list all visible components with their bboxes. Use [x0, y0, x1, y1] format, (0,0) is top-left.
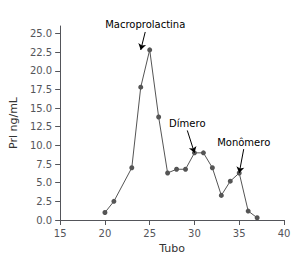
svg-text:Tubo: Tubo	[158, 242, 185, 255]
svg-text:15: 15	[54, 228, 67, 239]
svg-text:20.0: 20.0	[30, 65, 52, 76]
svg-text:30: 30	[188, 228, 201, 239]
svg-text:2.5: 2.5	[36, 196, 52, 207]
svg-text:Prl ng/mL: Prl ng/mL	[7, 96, 20, 149]
svg-text:7.5: 7.5	[36, 159, 52, 170]
svg-text:25.0: 25.0	[30, 28, 52, 39]
svg-text:25: 25	[143, 228, 156, 239]
svg-text:0.0: 0.0	[36, 215, 52, 226]
svg-text:40: 40	[278, 228, 291, 239]
svg-text:Dímero: Dímero	[169, 118, 205, 129]
svg-text:5.0: 5.0	[36, 177, 52, 188]
svg-text:20: 20	[99, 228, 112, 239]
svg-text:12.5: 12.5	[30, 121, 52, 132]
svg-text:15.0: 15.0	[30, 103, 52, 114]
svg-text:Monômero: Monômero	[217, 137, 270, 148]
svg-text:22.5: 22.5	[30, 47, 52, 58]
svg-text:Macroprolactina: Macroprolactina	[105, 19, 185, 30]
svg-text:35: 35	[233, 228, 246, 239]
svg-text:10.0: 10.0	[30, 140, 52, 151]
svg-text:17.5: 17.5	[30, 84, 52, 95]
